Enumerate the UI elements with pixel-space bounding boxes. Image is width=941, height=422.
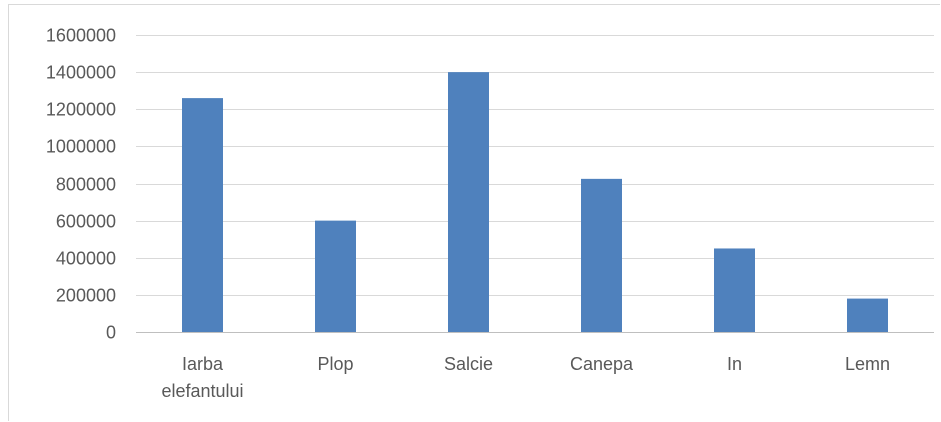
x-tick-label: Iarba elefantului xyxy=(161,354,243,401)
x-tick-label: Canepa xyxy=(570,354,634,374)
y-tick-label: 200000 xyxy=(56,286,116,306)
y-tick-label: 400000 xyxy=(56,249,116,269)
x-tick-label: Salcie xyxy=(444,354,493,374)
y-tick-label: 600000 xyxy=(56,212,116,232)
bar xyxy=(714,248,755,332)
x-tick-label: In xyxy=(727,354,742,374)
bar xyxy=(847,298,888,332)
bar xyxy=(315,220,356,332)
chart-area: 0 200000 400000 600000 800000 1000000 1200000 1… xyxy=(8,4,940,421)
x-tick-label: Plop xyxy=(317,354,353,374)
y-tick-label: 800000 xyxy=(56,175,116,195)
y-tick-label: 1200000 xyxy=(46,100,116,120)
y-tick-label: 0 xyxy=(106,323,116,343)
y-tick-label: 1400000 xyxy=(46,63,116,83)
bar xyxy=(581,178,622,332)
bar xyxy=(182,98,223,332)
bar-chart: 0 200000 400000 600000 800000 1000000 1200000 1… xyxy=(46,26,934,401)
y-tick-label: 1000000 xyxy=(46,137,116,157)
y-tick-label: 1600000 xyxy=(46,26,116,46)
x-tick-label: Lemn xyxy=(845,354,890,374)
bar xyxy=(448,72,489,332)
